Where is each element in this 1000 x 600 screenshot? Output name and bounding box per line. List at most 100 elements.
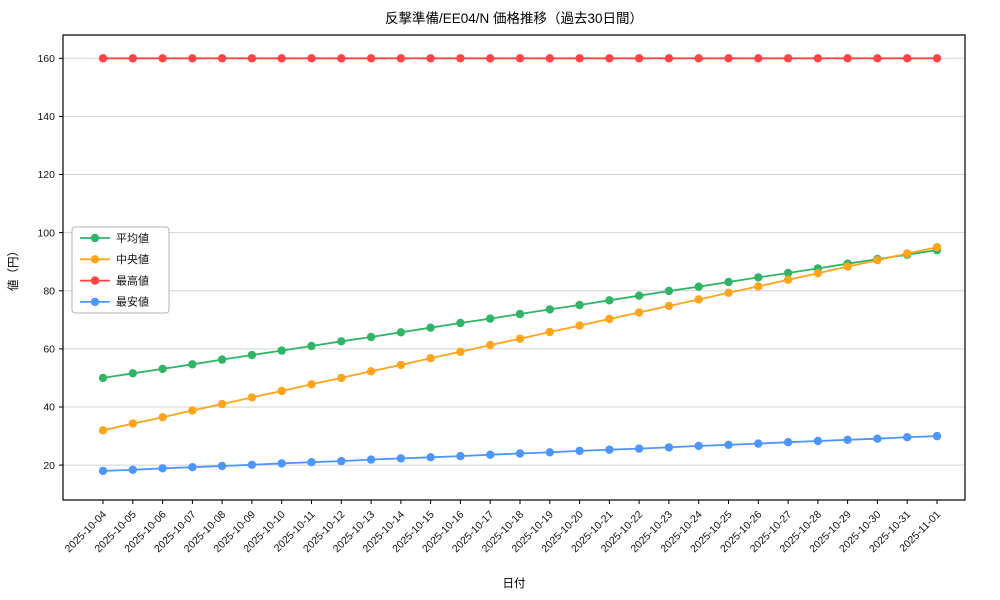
series-marker <box>247 350 257 360</box>
legend-item-2: 最高値 <box>80 273 149 287</box>
series-marker <box>396 54 406 63</box>
legend-item-0: 平均値 <box>80 232 149 245</box>
series-marker <box>456 347 465 356</box>
series-marker <box>217 355 227 364</box>
series-marker <box>337 54 346 63</box>
legend-marker <box>90 255 100 264</box>
series-marker <box>754 439 763 448</box>
series-marker <box>932 243 942 252</box>
grid-lines <box>63 57 965 466</box>
series-marker <box>396 328 406 337</box>
series-marker <box>426 323 435 332</box>
series-marker <box>664 54 674 63</box>
y-tick-label: 60 <box>43 344 55 356</box>
series-marker <box>307 341 316 351</box>
series-marker <box>754 273 763 282</box>
series-marker <box>903 249 912 258</box>
legend-marker <box>90 276 100 285</box>
series-marker <box>188 406 197 415</box>
series-marker <box>217 461 227 471</box>
legend-label: 平均値 <box>116 232 149 245</box>
y-axis: 20 40 60 80 100 120 140 160 <box>37 53 63 472</box>
series-marker <box>634 291 644 300</box>
series-marker <box>843 262 852 271</box>
series-marker <box>873 256 882 265</box>
series-marker <box>575 300 584 310</box>
series-marker <box>98 54 108 63</box>
series-marker <box>486 340 495 350</box>
x-axis: 2025-10-042025-10-052025-10-062025-10-07… <box>63 500 943 555</box>
series-marker <box>217 54 227 63</box>
x-axis-label: 日付 <box>503 577 526 590</box>
series-marker <box>754 54 763 63</box>
legend-item-1: 中央値 <box>80 253 149 266</box>
series-1 <box>98 243 942 435</box>
series-marker <box>515 309 525 319</box>
series-marker <box>98 466 108 476</box>
series-marker <box>605 314 614 324</box>
series-marker <box>515 54 525 63</box>
series-marker <box>247 393 257 402</box>
series-marker <box>634 54 644 63</box>
series-marker <box>605 296 614 305</box>
y-tick-label: 100 <box>37 227 55 239</box>
y-tick-label: 80 <box>43 285 55 297</box>
legend-box <box>71 226 170 314</box>
series-3 <box>98 431 942 476</box>
series-marker <box>337 373 346 383</box>
series-marker <box>277 54 286 63</box>
series-marker <box>426 453 435 462</box>
series-marker <box>486 54 495 63</box>
series-marker <box>605 445 614 454</box>
series-marker <box>247 460 257 469</box>
series-2 <box>98 54 942 63</box>
series-marker <box>605 54 614 63</box>
y-tick-label: 160 <box>37 53 55 65</box>
plot-border <box>62 34 966 501</box>
series-marker <box>515 334 525 343</box>
series-marker <box>932 54 942 63</box>
series-marker <box>694 282 703 291</box>
series-marker <box>515 449 525 458</box>
series-marker <box>783 268 793 278</box>
series-marker <box>366 367 376 376</box>
series-marker <box>396 360 406 370</box>
y-tick-label: 20 <box>43 460 55 472</box>
series-marker <box>843 54 852 63</box>
series-marker <box>337 456 346 466</box>
series-marker <box>694 54 703 63</box>
series-marker <box>396 454 406 463</box>
series-marker <box>903 54 912 63</box>
series-marker <box>98 426 108 435</box>
series-marker <box>724 288 733 297</box>
series-marker <box>277 459 286 468</box>
series-marker <box>843 435 852 444</box>
series-marker <box>813 269 823 278</box>
series-marker <box>634 444 644 453</box>
series-marker <box>664 286 674 296</box>
series-marker <box>128 465 137 474</box>
series-marker <box>486 314 495 323</box>
series-marker <box>873 434 882 443</box>
legend-label: 中央値 <box>116 253 149 266</box>
series-marker <box>545 54 554 63</box>
series-marker <box>634 308 644 317</box>
series-marker <box>98 373 108 383</box>
series-marker <box>337 337 346 346</box>
y-tick-label: 120 <box>37 169 55 181</box>
series-marker <box>932 431 942 441</box>
series-marker <box>754 282 763 291</box>
series-marker <box>366 455 376 464</box>
y-tick-label: 140 <box>37 111 55 123</box>
series-marker <box>783 275 793 284</box>
series-marker <box>128 419 137 428</box>
series-marker <box>307 54 316 63</box>
series-marker <box>664 443 674 452</box>
series-marker <box>456 451 465 461</box>
series-marker <box>545 327 554 337</box>
series-marker <box>783 54 793 63</box>
series-marker <box>575 54 584 63</box>
series-marker <box>158 413 167 422</box>
